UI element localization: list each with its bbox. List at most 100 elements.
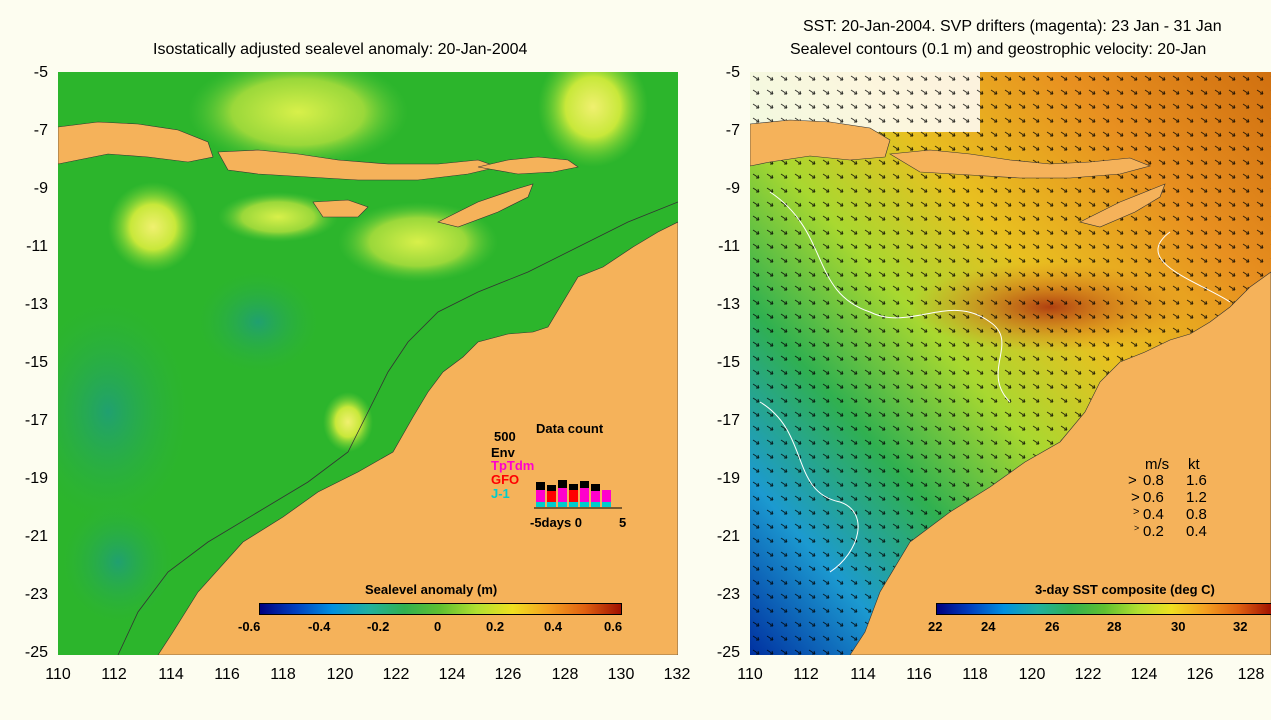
velocity-legend-kt: 1.6 xyxy=(1186,472,1207,489)
right-map-panel: m/s kt > 0.8 1.6 > 0.6 1.2 > 0.4 0.8 > 0… xyxy=(750,72,1271,655)
data-count-series-env: Env xyxy=(491,445,515,460)
right-y-tick: -11 xyxy=(718,238,740,255)
right-cbar-tick: 26 xyxy=(1045,619,1060,634)
right-y-tick: -13 xyxy=(716,296,740,313)
right-cbar-tick: 22 xyxy=(928,619,943,634)
left-cbar-tick: -0.4 xyxy=(308,619,331,634)
right-y-tick: -7 xyxy=(725,122,740,139)
right-x-tick: 112 xyxy=(793,666,819,683)
data-count-max-label: 500 xyxy=(494,429,516,444)
right-y-tick: -25 xyxy=(716,644,740,661)
velocity-legend-kt: 0.4 xyxy=(1186,523,1207,540)
right-map-title-line2: Sealevel contours (0.1 m) and geostrophi… xyxy=(790,41,1207,58)
right-y-tick: -21 xyxy=(716,528,740,545)
anomaly-low-center xyxy=(198,272,318,372)
left-x-tick: 114 xyxy=(158,666,184,683)
left-y-tick: -15 xyxy=(24,354,48,371)
left-x-tick: 124 xyxy=(438,666,466,683)
left-cbar-tick: 0.6 xyxy=(604,619,623,634)
right-y-tick: -17 xyxy=(716,412,740,429)
right-x-tick: 124 xyxy=(1130,666,1158,683)
right-cbar-tick: 30 xyxy=(1171,619,1186,634)
right-colorbar-ticks: 22 24 26 28 30 32 xyxy=(928,619,1268,637)
australia-landmass xyxy=(157,221,678,655)
left-x-tick: 116 xyxy=(214,666,240,683)
right-colorbar-title: 3-day SST composite (deg C) xyxy=(1035,582,1215,597)
left-y-tick: -11 xyxy=(26,238,48,255)
velocity-legend-ms: 0.2 xyxy=(1143,523,1164,540)
data-count-series-tptdm: TpTdm xyxy=(491,458,535,473)
anomaly-low-west xyxy=(58,302,188,522)
anomaly-low-southwest xyxy=(63,502,173,622)
right-x-tick: 110 xyxy=(737,666,763,683)
left-colorbar xyxy=(259,603,622,615)
right-y-tick: -19 xyxy=(716,470,740,487)
right-map-title-line1: SST: 20-Jan-2004. SVP drifters (magenta)… xyxy=(803,18,1222,35)
sealevel-contour xyxy=(1157,231,1231,303)
anomaly-high-west xyxy=(108,182,198,272)
right-x-tick: 116 xyxy=(906,666,932,683)
left-y-tick: -17 xyxy=(24,412,48,429)
velocity-legend-ms: 0.8 xyxy=(1143,472,1164,489)
timor-island-right xyxy=(1079,183,1166,228)
velocity-arrow-icon: > xyxy=(1133,506,1140,518)
velocity-arrow-icon: > xyxy=(1128,472,1137,489)
right-cbar-tick: 24 xyxy=(981,619,996,634)
australia-landmass-right xyxy=(849,271,1271,655)
right-x-tick: 126 xyxy=(1186,666,1214,683)
left-colorbar-title: Sealevel anomaly (m) xyxy=(365,582,498,597)
right-y-tick: -15 xyxy=(716,354,740,371)
bathymetry-contour xyxy=(117,201,678,655)
velocity-legend-kt: 0.8 xyxy=(1186,506,1207,523)
left-x-tick: 130 xyxy=(607,666,635,683)
right-x-tick: 128 xyxy=(1237,666,1265,683)
java-island xyxy=(58,121,214,165)
left-cbar-tick: 0.4 xyxy=(544,619,563,634)
left-x-tick: 118 xyxy=(270,666,296,683)
data-count-x-end: 5 xyxy=(619,515,627,530)
data-count-title: Data count xyxy=(536,421,604,436)
left-cbar-tick: 0 xyxy=(434,619,442,634)
left-cbar-tick: -0.2 xyxy=(367,619,390,634)
sumba-island xyxy=(312,199,369,218)
left-x-tick: 120 xyxy=(326,666,354,683)
left-x-tick: 112 xyxy=(101,666,127,683)
left-colorbar-ticks: -0.6 -0.4 -0.2 0 0.2 0.4 0.6 xyxy=(238,619,643,637)
right-x-tick: 114 xyxy=(850,666,876,683)
velocity-arrow-icon: > xyxy=(1134,523,1140,533)
anomaly-high-center xyxy=(218,192,338,242)
java-island-right xyxy=(750,119,891,167)
left-x-tick: 132 xyxy=(663,666,691,683)
velocity-legend-ms: 0.6 xyxy=(1143,489,1164,506)
right-colorbar xyxy=(936,603,1271,615)
velocity-legend-kt: 1.2 xyxy=(1186,489,1207,506)
timor-island xyxy=(437,183,534,228)
data-count-series-j1: J-1 xyxy=(491,486,510,501)
data-count-bars xyxy=(534,480,622,509)
velocity-legend-header-kt: kt xyxy=(1188,456,1200,473)
velocity-legend-header-ms: m/s xyxy=(1145,456,1170,473)
sst-map xyxy=(750,72,1271,655)
sealevel-anomaly-map xyxy=(58,72,678,655)
left-y-tick: -13 xyxy=(24,296,48,313)
right-y-tick: -9 xyxy=(725,180,740,197)
left-y-tick: -25 xyxy=(24,644,48,661)
left-map-title: Isostatically adjusted sealevel anomaly:… xyxy=(153,41,528,58)
left-x-tick: 122 xyxy=(382,666,410,683)
lesser-sunda-islands-right xyxy=(889,149,1151,179)
left-y-tick: -9 xyxy=(33,180,48,197)
left-x-tick: 110 xyxy=(45,666,71,683)
data-count-series-gfo: GFO xyxy=(491,472,520,487)
anomaly-high-south xyxy=(323,392,373,452)
right-x-tick: 120 xyxy=(1018,666,1046,683)
right-y-tick: -5 xyxy=(725,64,740,81)
sealevel-contour xyxy=(759,401,859,573)
left-y-tick: -19 xyxy=(24,470,48,487)
left-y-tick: -5 xyxy=(33,64,48,81)
left-y-tick: -21 xyxy=(24,528,48,545)
right-cbar-tick: 28 xyxy=(1107,619,1122,634)
right-x-tick: 118 xyxy=(962,666,988,683)
left-cbar-tick: -0.6 xyxy=(238,619,261,634)
left-map-panel: 500 Data count Env TpTdm GFO J-1 -5days … xyxy=(58,72,678,655)
velocity-legend-ms: 0.4 xyxy=(1143,506,1164,523)
